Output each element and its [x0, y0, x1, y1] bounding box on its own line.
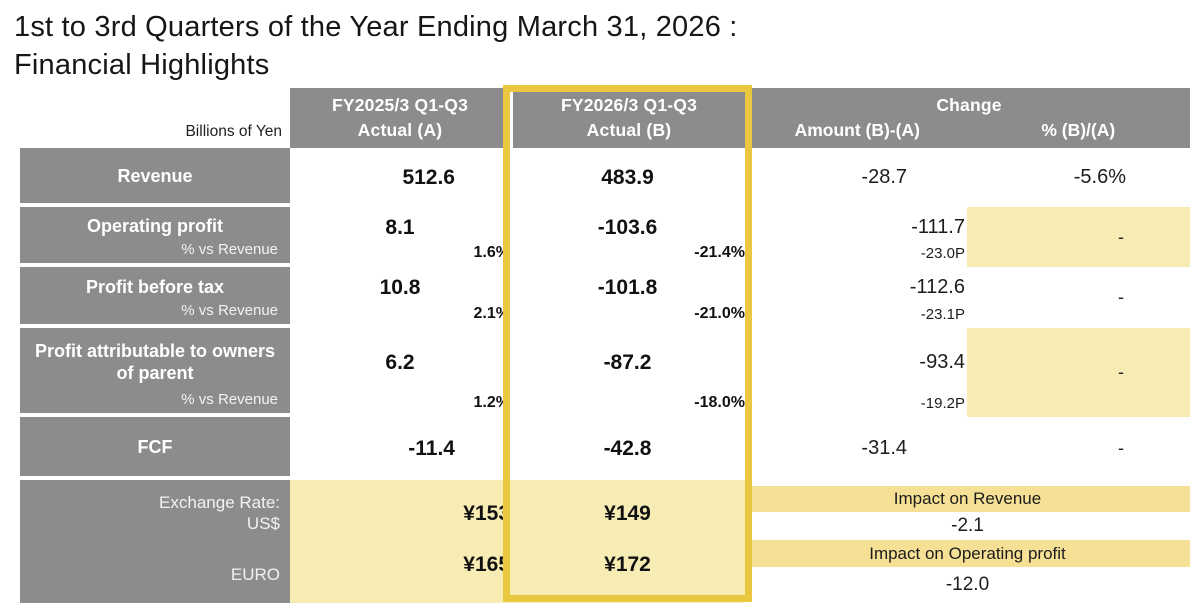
- header-change-percent: % (B)/(A): [1041, 120, 1116, 140]
- operating-profit-actual-a-ratio: 1.6%: [473, 244, 510, 261]
- euro-rate-a: ¥165: [463, 553, 510, 577]
- profit-before-tax-actual-a: 10.8 2.1%: [290, 267, 510, 328]
- row-sublabel-operating-profit: % vs Revenue: [181, 241, 278, 258]
- header-fy2025-period: FY2025/3 Q1-Q3: [331, 95, 469, 115]
- revenue-actual-b: 483.9: [510, 148, 745, 207]
- row-label-operating-profit-text: Operating profit: [87, 216, 223, 236]
- profit-before-tax-actual-a-ratio: 2.1%: [473, 305, 510, 322]
- header-change-title: Change: [936, 95, 1002, 115]
- title-line-2: Financial Highlights: [14, 49, 270, 81]
- fx-impact-section: Impact on Revenue -2.1 Impact on Operati…: [745, 480, 1190, 603]
- row-sublabel-profit-attributable: % vs Revenue: [181, 391, 278, 408]
- profit-before-tax-actual-a-value: 10.8: [379, 276, 421, 299]
- fcf-actual-a: -11.4: [290, 417, 510, 480]
- profit-before-tax-change-percent: -: [965, 267, 1190, 328]
- header-fy2025-actual: Actual (A): [357, 120, 443, 140]
- unit-label: Billions of Yen: [20, 88, 290, 148]
- profit-before-tax-change-points: -23.1P: [920, 306, 965, 323]
- profit-attributable-actual-a-ratio: 1.2%: [473, 394, 510, 411]
- operating-profit-change-percent-value: -: [1118, 226, 1124, 247]
- euro-rate-b: ¥172: [604, 553, 651, 577]
- exchange-rate-actual-b: ¥149 ¥172: [510, 480, 745, 603]
- row-label-exchange-rate: Exchange Rate: US$ EURO: [20, 480, 290, 603]
- header-col-fy2026: FY2026/3 Q1-Q3 Actual (B): [510, 88, 745, 148]
- usd-rate-a: ¥153: [463, 501, 510, 525]
- profit-attributable-actual-b-value: -87.2: [603, 351, 652, 374]
- exchange-rate-label: Exchange Rate:: [159, 493, 280, 512]
- row-label-fcf: FCF: [20, 417, 290, 480]
- fx-impact-operating-profit-value: -12.0: [945, 574, 990, 595]
- profit-attributable-actual-b: -87.2 -18.0%: [510, 328, 745, 417]
- fx-impact-operating-profit-label: Impact on Operating profit: [745, 540, 1190, 567]
- fx-impact-revenue-label: Impact on Revenue: [745, 486, 1190, 512]
- profit-before-tax-change-percent-value: -: [1118, 287, 1124, 307]
- header-col-change: Change Amount (B)-(A) % (B)/(A): [745, 88, 1190, 148]
- exchange-rate-label-group: Exchange Rate: US$: [159, 492, 280, 534]
- operating-profit-change-amount: -111.7 -23.0P: [745, 207, 965, 267]
- fcf-actual-b: -42.8: [510, 417, 745, 480]
- row-label-operating-profit: Operating profit % vs Revenue: [20, 207, 290, 267]
- profit-before-tax-actual-b-value: -101.8: [597, 276, 658, 299]
- profit-attributable-change-points: -19.2P: [920, 395, 965, 412]
- page-title: 1st to 3rd Quarters of the Year Ending M…: [14, 8, 738, 84]
- financial-table: Billions of Yen FY2025/3 Q1-Q3 Actual (A…: [20, 88, 1190, 603]
- operating-profit-change-points: -23.0P: [920, 245, 965, 262]
- row-label-revenue: Revenue: [20, 148, 290, 207]
- exchange-rate-euro-label: EURO: [230, 565, 280, 584]
- operating-profit-actual-a-value: 8.1: [385, 216, 415, 239]
- operating-profit-change-amount-value: -111.7: [911, 216, 965, 238]
- row-label-profit-before-tax: Profit before tax % vs Revenue: [20, 267, 290, 328]
- profit-attributable-change-amount: -93.4 -19.2P: [745, 328, 965, 417]
- profit-attributable-actual-a-value: 6.2: [385, 351, 415, 374]
- revenue-actual-a: 512.6: [290, 148, 510, 207]
- operating-profit-actual-b-ratio: -21.4%: [694, 244, 745, 261]
- revenue-change-percent: -5.6%: [965, 148, 1190, 207]
- revenue-actual-a-value: 512.6: [402, 165, 455, 189]
- revenue-change-amount-value: -28.7: [861, 166, 907, 188]
- revenue-change-percent-value: -5.6%: [1073, 166, 1126, 188]
- exchange-rate-usd-label: US$: [246, 514, 280, 533]
- header-change-amount: Amount (B)-(A): [794, 120, 920, 140]
- profit-before-tax-actual-b: -101.8 -21.0%: [510, 267, 745, 328]
- fcf-actual-b-value: -42.8: [603, 436, 652, 460]
- fcf-change-amount: -31.4: [745, 417, 965, 480]
- fcf-actual-a-value: -11.4: [408, 436, 455, 460]
- fx-impact-revenue-value: -2.1: [951, 515, 984, 536]
- fcf-change-percent-value: -: [1118, 438, 1124, 458]
- revenue-actual-b-value: 483.9: [601, 165, 654, 189]
- row-sublabel-profit-before-tax: % vs Revenue: [181, 302, 278, 319]
- profit-attributable-actual-a: 6.2 1.2%: [290, 328, 510, 417]
- usd-rate-b: ¥149: [604, 501, 651, 525]
- profit-attributable-change-amount-value: -93.4: [919, 351, 965, 373]
- operating-profit-actual-b-value: -103.6: [597, 216, 658, 239]
- row-label-revenue-text: Revenue: [117, 165, 193, 186]
- operating-profit-change-percent: -: [965, 207, 1190, 267]
- operating-profit-actual-a: 8.1 1.6%: [290, 207, 510, 267]
- profit-before-tax-change-amount: -112.6 -23.1P: [745, 267, 965, 328]
- profit-before-tax-change-amount-value: -112.6: [909, 276, 965, 298]
- row-label-profit-before-tax-text: Profit before tax: [85, 276, 225, 297]
- exchange-rate-actual-a: ¥153 ¥165: [290, 480, 510, 603]
- profit-attributable-change-percent: -: [965, 328, 1190, 417]
- header-fy2026-actual: Actual (B): [586, 120, 672, 140]
- header-fy2026-period: FY2026/3 Q1-Q3: [560, 95, 698, 115]
- row-label-fcf-text: FCF: [137, 436, 173, 457]
- header-change-sublabels: Amount (B)-(A) % (B)/(A): [748, 120, 1190, 141]
- header-col-fy2025: FY2025/3 Q1-Q3 Actual (A): [290, 88, 510, 148]
- row-label-profit-attributable: Profit attributable to owners of parent …: [20, 328, 290, 417]
- profit-attributable-actual-b-ratio: -18.0%: [694, 394, 745, 411]
- profit-before-tax-actual-b-ratio: -21.0%: [694, 305, 745, 322]
- row-label-profit-attributable-text: Profit attributable to owners of parent: [34, 340, 275, 383]
- title-line-1: 1st to 3rd Quarters of the Year Ending M…: [14, 11, 738, 43]
- operating-profit-actual-b: -103.6 -21.4%: [510, 207, 745, 267]
- fcf-change-amount-value: -31.4: [861, 437, 907, 459]
- fcf-change-percent: -: [965, 417, 1190, 480]
- profit-attributable-change-percent-value: -: [1118, 362, 1124, 382]
- revenue-change-amount: -28.7: [745, 148, 965, 207]
